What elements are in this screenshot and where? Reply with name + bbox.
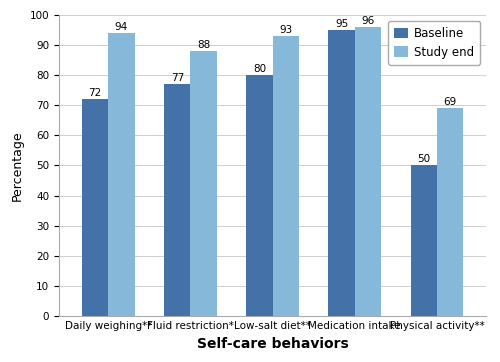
Bar — [437, 108, 463, 316]
Bar — [328, 30, 355, 316]
Bar — [246, 75, 272, 316]
Text: 94: 94 — [115, 22, 128, 31]
Text: 72: 72 — [88, 88, 102, 98]
Text: 96: 96 — [362, 16, 374, 26]
Bar — [82, 99, 108, 316]
Bar — [410, 165, 437, 316]
Bar — [190, 51, 217, 316]
Bar — [164, 84, 190, 316]
Text: 88: 88 — [197, 40, 210, 50]
Text: 95: 95 — [335, 18, 348, 29]
X-axis label: Self-care behaviors: Self-care behaviors — [196, 337, 348, 351]
Legend: Baseline, Study end: Baseline, Study end — [388, 21, 480, 65]
Text: 93: 93 — [279, 25, 292, 35]
Text: 69: 69 — [444, 97, 456, 107]
Text: 77: 77 — [170, 73, 184, 83]
Bar — [355, 27, 381, 316]
Bar — [272, 36, 299, 316]
Bar — [108, 33, 134, 316]
Y-axis label: Percentage: Percentage — [11, 130, 24, 201]
Text: 50: 50 — [417, 154, 430, 164]
Text: 80: 80 — [253, 64, 266, 74]
